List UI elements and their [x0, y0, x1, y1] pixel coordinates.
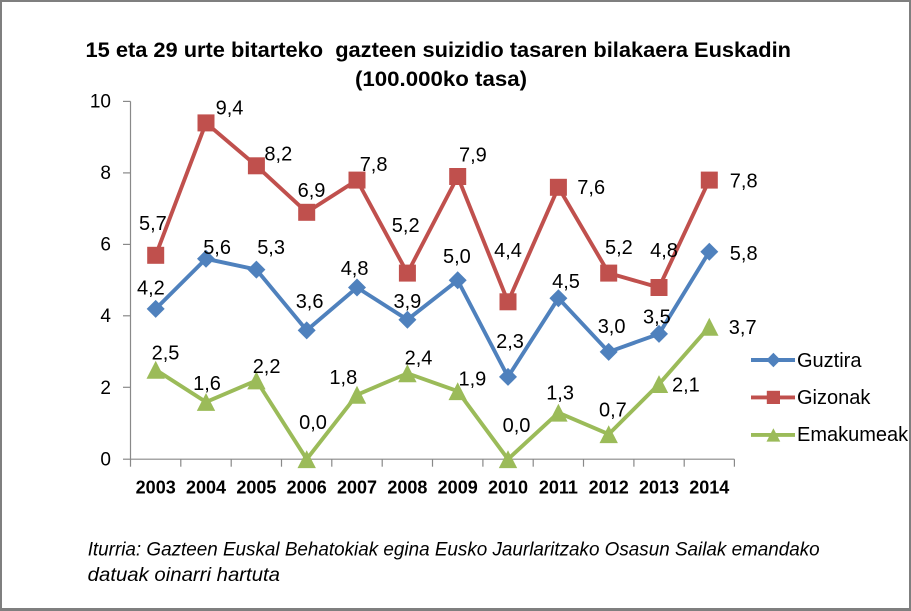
svg-text:7,6: 7,6: [577, 177, 605, 199]
svg-text:2011: 2011: [539, 477, 578, 497]
svg-text:4,8: 4,8: [341, 258, 369, 280]
svg-text:Gizonak: Gizonak: [797, 387, 871, 409]
svg-text:Emakumeak: Emakumeak: [797, 424, 909, 446]
svg-text:7,8: 7,8: [730, 170, 758, 192]
svg-text:2008: 2008: [387, 477, 427, 497]
svg-text:(100.000ko tasa): (100.000ko tasa): [355, 68, 527, 91]
svg-text:datuak oinarri hartuta: datuak oinarri hartuta: [88, 565, 280, 586]
svg-text:6,9: 6,9: [298, 180, 326, 202]
svg-text:2,4: 2,4: [405, 348, 433, 370]
svg-text:2,3: 2,3: [496, 331, 524, 353]
svg-text:5,2: 5,2: [605, 237, 633, 259]
svg-text:9,4: 9,4: [216, 97, 244, 119]
svg-text:5,3: 5,3: [257, 237, 285, 259]
svg-text:2012: 2012: [589, 477, 629, 497]
svg-text:0,0: 0,0: [503, 415, 531, 437]
svg-text:3,7: 3,7: [729, 317, 757, 339]
svg-text:0,7: 0,7: [599, 400, 627, 422]
svg-text:2,1: 2,1: [672, 375, 700, 397]
svg-text:0,0: 0,0: [299, 412, 327, 434]
svg-text:1,9: 1,9: [458, 368, 486, 390]
svg-text:2007: 2007: [337, 477, 377, 497]
svg-text:3,6: 3,6: [296, 291, 324, 313]
svg-text:2: 2: [100, 378, 111, 399]
svg-text:1,3: 1,3: [546, 383, 574, 405]
svg-text:3,0: 3,0: [598, 316, 626, 338]
svg-text:2,5: 2,5: [152, 342, 180, 364]
svg-text:15 eta 29 urte bitarteko gazt: 15 eta 29 urte bitarteko gazteen suizidi…: [86, 39, 792, 62]
svg-text:10: 10: [90, 91, 111, 112]
svg-text:2014: 2014: [689, 477, 729, 497]
svg-text:2004: 2004: [186, 477, 226, 497]
svg-text:8: 8: [100, 163, 111, 184]
svg-text:2005: 2005: [236, 477, 276, 497]
svg-text:2013: 2013: [639, 477, 679, 497]
svg-text:4,4: 4,4: [494, 240, 522, 262]
svg-text:5,6: 5,6: [203, 237, 231, 259]
svg-text:5,8: 5,8: [730, 243, 758, 265]
svg-text:1,6: 1,6: [193, 373, 221, 395]
svg-text:4: 4: [100, 306, 111, 327]
svg-text:5,0: 5,0: [443, 246, 471, 268]
svg-text:4,5: 4,5: [552, 271, 580, 293]
svg-text:5,2: 5,2: [392, 215, 420, 237]
svg-text:3,5: 3,5: [643, 307, 671, 329]
svg-text:2010: 2010: [488, 477, 528, 497]
svg-text:0: 0: [100, 449, 111, 470]
svg-text:6: 6: [100, 235, 111, 256]
svg-text:5,7: 5,7: [139, 213, 167, 235]
svg-text:3,9: 3,9: [393, 291, 421, 313]
svg-text:2006: 2006: [287, 477, 327, 497]
svg-text:4,8: 4,8: [650, 240, 678, 262]
svg-text:8,2: 8,2: [264, 144, 292, 166]
svg-text:1,8: 1,8: [329, 367, 357, 389]
svg-text:Guztira: Guztira: [797, 350, 862, 372]
svg-text:7,9: 7,9: [459, 144, 487, 166]
svg-text:7,8: 7,8: [360, 154, 388, 176]
svg-text:2003: 2003: [136, 477, 176, 497]
svg-text:Iturria: Gazteen Euskal Behato: Iturria: Gazteen Euskal Behatokiak egina…: [88, 539, 820, 560]
svg-text:2009: 2009: [438, 477, 478, 497]
svg-text:4,2: 4,2: [137, 277, 165, 299]
svg-text:2,2: 2,2: [253, 356, 281, 378]
